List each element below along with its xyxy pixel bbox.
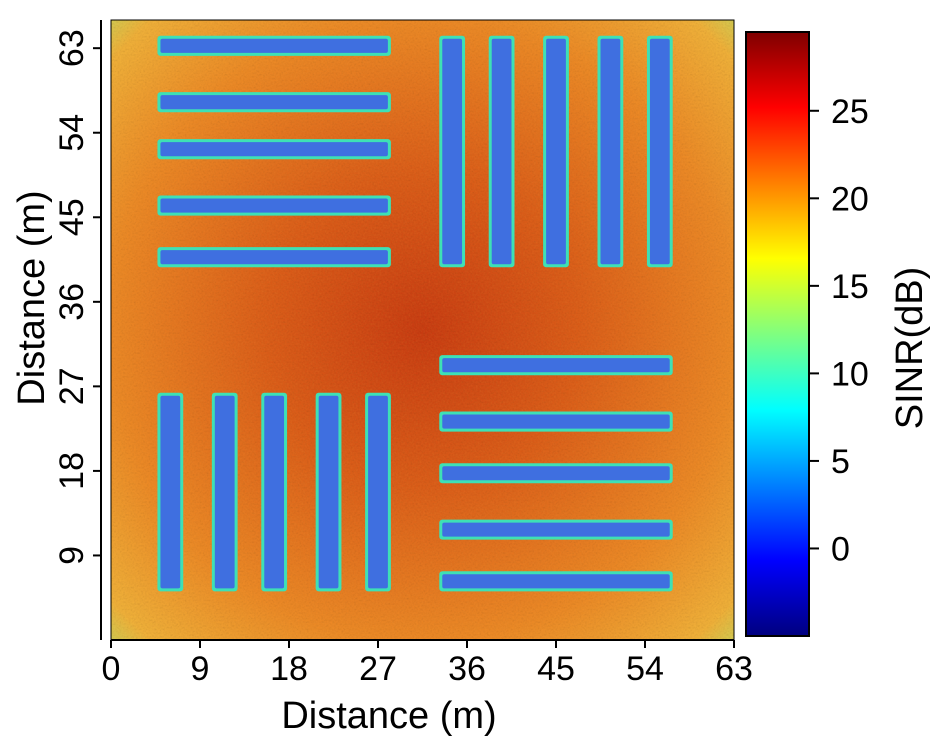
obstacle-strip — [442, 574, 670, 589]
colorbar-tick-label: 10 — [831, 355, 869, 393]
colorbar-gradient — [745, 31, 810, 637]
x-tick-label: 18 — [270, 650, 308, 688]
obstacle-strip — [442, 466, 670, 481]
obstacle-strip — [160, 95, 388, 110]
colorbar-title: SINR(dB) — [889, 267, 931, 430]
y-tick-label: 18 — [53, 452, 91, 490]
y-tick-label: 9 — [53, 546, 91, 565]
obstacle-strip — [442, 522, 670, 537]
x-tick-label: 63 — [715, 650, 753, 688]
x-tick-label: 54 — [626, 650, 664, 688]
y-tick-label: 36 — [53, 283, 91, 321]
x-axis: 0 9 18 27 36 45 54 63 — [102, 639, 753, 688]
x-tick-label: 27 — [359, 650, 397, 688]
colorbar-tick-label: 15 — [831, 268, 869, 306]
y-tick-label: 45 — [53, 198, 91, 236]
obstacle-strip — [318, 395, 339, 589]
obstacle-strip — [264, 395, 285, 589]
obstacle-strip — [442, 358, 670, 373]
x-tick-label: 36 — [448, 650, 486, 688]
colorbar-tick-label: 5 — [831, 443, 850, 481]
colorbar-tick-label: 25 — [831, 93, 869, 131]
obstacle-strip — [649, 38, 670, 265]
x-tick-label: 45 — [537, 650, 575, 688]
y-axis-title: Distance (m) — [11, 190, 53, 405]
x-tick-label: 0 — [102, 650, 121, 688]
obstacle-strip — [160, 142, 388, 157]
y-tick-label: 63 — [53, 29, 91, 67]
y-tick-label: 54 — [53, 114, 91, 152]
obstacle-strip — [546, 38, 566, 265]
colorbar-tick-label: 0 — [831, 530, 850, 568]
obstacle-strip — [160, 198, 388, 213]
x-axis-title: Distance (m) — [281, 695, 496, 737]
obstacle-strip — [160, 250, 388, 265]
obstacle-strip — [160, 38, 388, 53]
obstacle-strip — [368, 395, 388, 589]
obstacle-group — [157, 35, 673, 592]
obstacle-strip — [214, 395, 235, 589]
obstacle-strip — [442, 414, 670, 429]
colorbar-ticks: 0 5 10 15 20 25 — [809, 93, 869, 568]
obstacle-strip — [491, 38, 512, 265]
obstacle-strip — [442, 38, 463, 265]
obstacle-strip — [600, 38, 621, 265]
y-tick-label: 27 — [53, 367, 91, 405]
x-tick-label: 9 — [191, 650, 210, 688]
y-axis: 9 18 27 36 45 54 63 — [53, 20, 102, 640]
obstacle-strip — [160, 395, 181, 589]
heatmap-plot-area — [110, 19, 735, 641]
colorbar-tick-label: 20 — [831, 180, 869, 218]
sinr-field-noise — [111, 20, 734, 640]
colorbar: 0 5 10 15 20 25 SINR(dB) — [745, 31, 931, 637]
